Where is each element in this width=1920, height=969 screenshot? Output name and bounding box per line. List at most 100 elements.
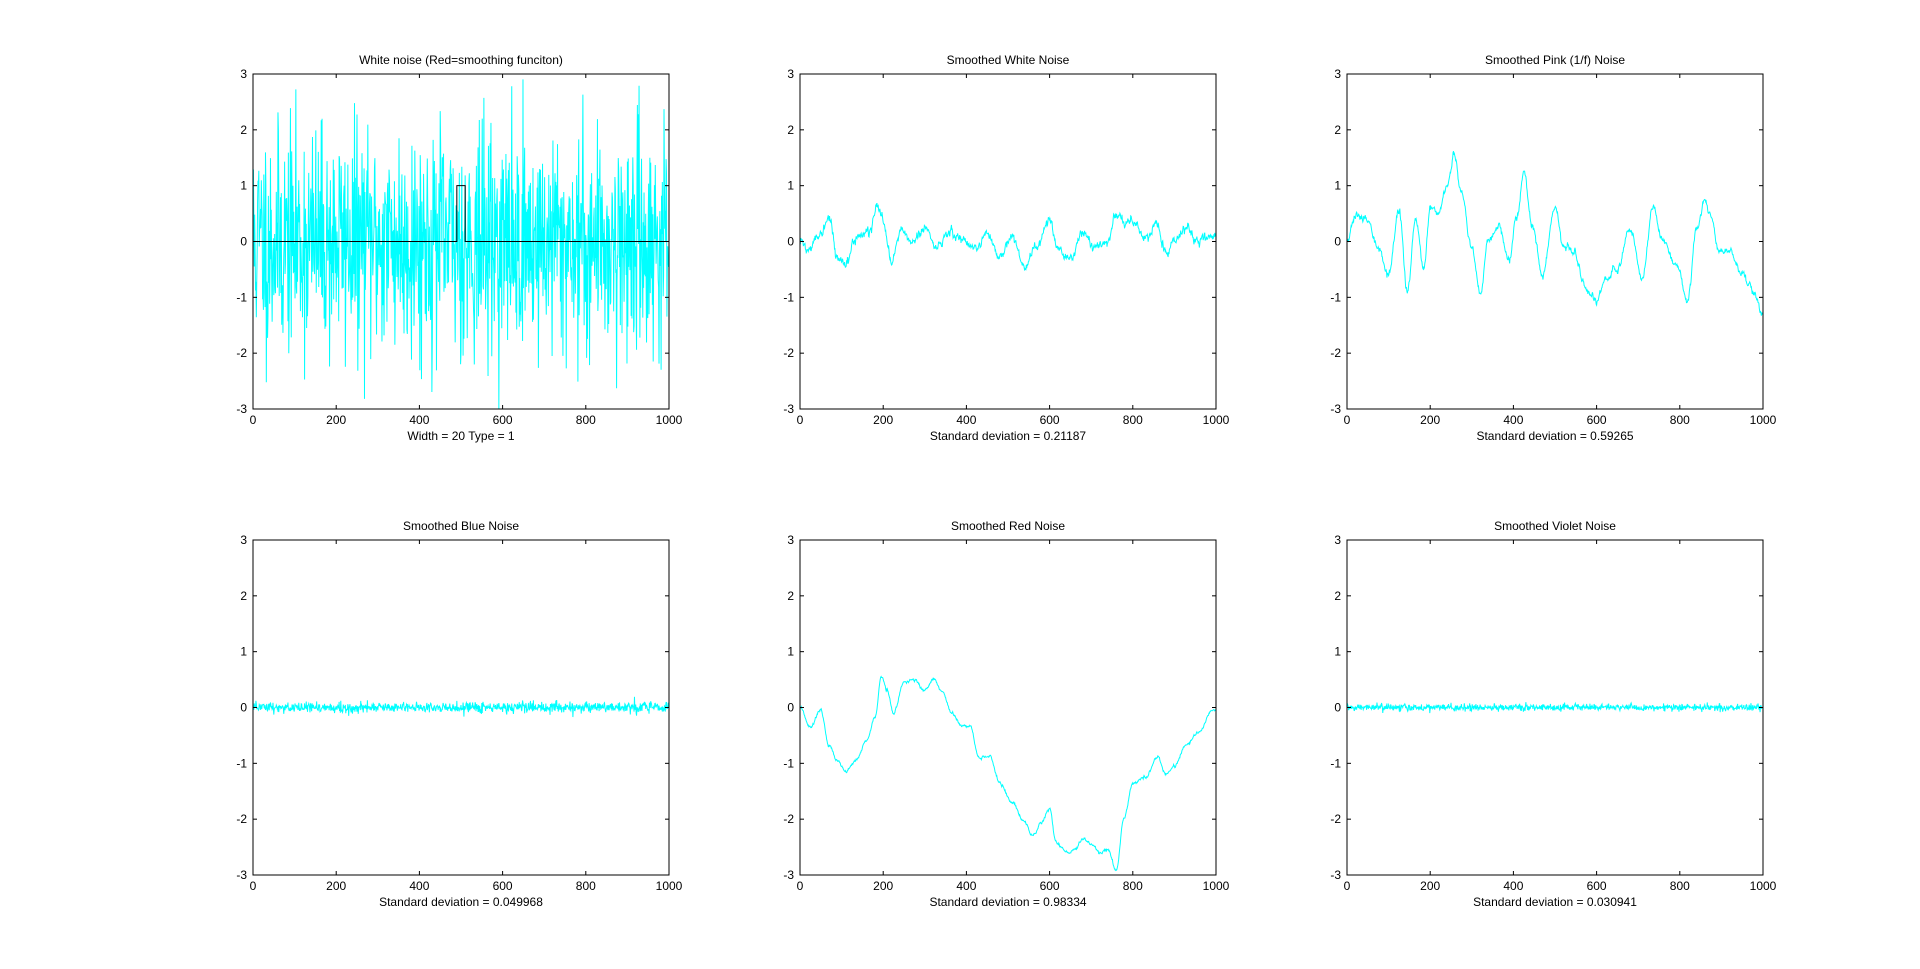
x-tick-label: 400 [956,879,976,893]
y-tick-label: 3 [787,533,794,547]
y-tick-label: 3 [240,533,247,547]
y-tick-label: 1 [240,645,247,659]
y-tick-label: -2 [1330,812,1341,826]
x-tick-label: 0 [1344,879,1351,893]
y-tick-label: -2 [236,346,247,360]
subplot-smoothed-violet-noise: Smoothed Violet Noise Standard deviation… [1330,519,1776,909]
subplot-xlabel: Width = 20 Type = 1 [407,429,515,443]
subplot-title: Smoothed Violet Noise [1494,519,1616,533]
subplot-xlabel: Standard deviation = 0.59265 [1476,429,1633,443]
y-tick-label: -3 [236,402,247,416]
y-tick-label: -2 [1330,346,1341,360]
y-tick-label: -2 [783,346,794,360]
x-tick-label: 800 [576,879,596,893]
y-tick-label: -1 [783,290,794,304]
x-tick-label: 1000 [656,879,683,893]
y-tick-label: -3 [783,402,794,416]
y-tick-label: 3 [1334,67,1341,81]
x-tick-label: 600 [1040,413,1060,427]
y-tick-label: 3 [240,67,247,81]
x-tick-label: 0 [797,413,804,427]
x-tick-label: 600 [1587,413,1607,427]
y-tick-label: 1 [1334,179,1341,193]
x-tick-label: 1000 [656,413,683,427]
x-tick-label: 600 [1040,879,1060,893]
subplot-xlabel: Standard deviation = 0.98334 [929,895,1086,909]
x-tick-label: 600 [493,879,513,893]
plot-area [253,79,669,409]
y-tick-label: -1 [236,290,247,304]
subplot-smoothed-red-noise: Smoothed Red Noise Standard deviation = … [783,519,1229,909]
y-tick-label: 0 [1334,701,1341,715]
y-tick-label: 1 [1334,645,1341,659]
x-tick-label: 400 [1503,413,1523,427]
x-tick-label: 200 [1420,413,1440,427]
x-tick-label: 400 [409,413,429,427]
subplot-smoothed-white-noise: Smoothed White Noise Standard deviation … [783,53,1229,443]
y-tick-label: -3 [236,868,247,882]
x-tick-label: 400 [956,413,976,427]
x-tick-label: 400 [409,879,429,893]
x-tick-label: 400 [1503,879,1523,893]
subplot-smoothed-blue-noise: Smoothed Blue Noise Standard deviation =… [236,519,682,909]
noise-trace-line [1347,701,1763,714]
y-tick-label: 1 [787,179,794,193]
x-tick-label: 0 [1344,413,1351,427]
noise-trace-line [1347,151,1763,316]
y-tick-label: -1 [783,756,794,770]
plot-area [253,696,669,718]
x-tick-label: 1000 [1203,413,1230,427]
y-tick-label: 1 [240,179,247,193]
y-tick-label: 0 [1334,235,1341,249]
y-tick-label: 1 [787,645,794,659]
y-tick-label: 2 [1334,589,1341,603]
y-tick-label: 0 [240,701,247,715]
y-tick-label: -3 [1330,402,1341,416]
x-tick-label: 200 [326,413,346,427]
x-tick-label: 800 [576,413,596,427]
subplot-title: Smoothed Red Noise [951,519,1065,533]
subplot-title: Smoothed Blue Noise [403,519,519,533]
y-tick-label: -2 [236,812,247,826]
x-tick-label: 200 [873,879,893,893]
x-tick-label: 1000 [1750,879,1777,893]
x-tick-label: 200 [1420,879,1440,893]
y-tick-label: -1 [236,756,247,770]
subplot-white-noise: White noise (Red=smoothing funciton) Wid… [236,53,682,443]
y-tick-label: 2 [1334,123,1341,137]
y-tick-label: -3 [1330,868,1341,882]
y-tick-label: 2 [240,123,247,137]
subplot-xlabel: Standard deviation = 0.030941 [1473,895,1637,909]
subplot-title: Smoothed White Noise [947,53,1070,67]
plot-area [800,203,1216,271]
y-tick-label: -2 [783,812,794,826]
y-tick-label: 2 [787,589,794,603]
x-tick-label: 0 [250,879,257,893]
x-tick-label: 800 [1670,879,1690,893]
smoothing-function-line [253,185,669,242]
subplot-title: White noise (Red=smoothing funciton) [359,53,563,67]
x-tick-label: 600 [493,413,513,427]
x-tick-label: 1000 [1750,413,1777,427]
x-tick-label: 800 [1670,413,1690,427]
y-tick-label: -1 [1330,756,1341,770]
y-tick-label: 3 [787,67,794,81]
x-tick-label: 1000 [1203,879,1230,893]
subplot-title: Smoothed Pink (1/f) Noise [1485,53,1625,67]
y-tick-label: 0 [240,235,247,249]
noise-trace-line [800,203,1216,271]
subplot-xlabel: Standard deviation = 0.21187 [930,429,1087,443]
plot-area [800,675,1216,872]
subplot-xlabel: Standard deviation = 0.049968 [379,895,543,909]
y-tick-label: 3 [1334,533,1341,547]
x-tick-label: 800 [1123,879,1143,893]
y-tick-label: -1 [1330,290,1341,304]
x-tick-label: 200 [873,413,893,427]
y-tick-label: 0 [787,235,794,249]
noise-trace-line [253,696,669,718]
noise-trace-line [800,675,1216,872]
x-tick-label: 600 [1587,879,1607,893]
x-tick-label: 0 [797,879,804,893]
x-tick-label: 200 [326,879,346,893]
